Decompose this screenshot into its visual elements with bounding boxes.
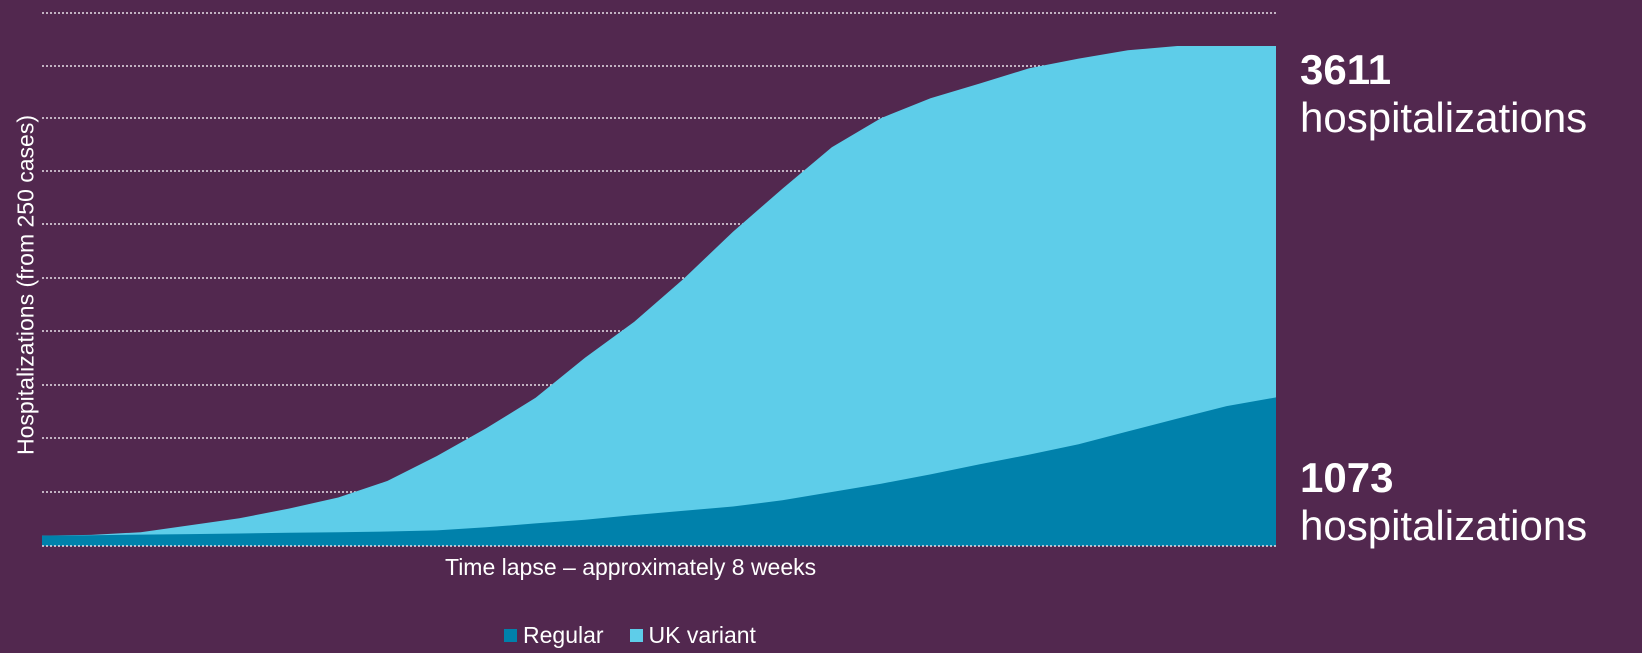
annotation-regular-text: hospitalizations [1300, 502, 1588, 550]
x-axis-label: Time lapse – approximately 8 weeks [445, 554, 817, 580]
area-regular [42, 397, 1276, 546]
legend-swatch-regular [504, 629, 517, 642]
annotation-regular-value: 1073 [1300, 454, 1394, 501]
legend-swatch-uk-variant [629, 629, 643, 642]
legend-item-uk-variant[interactable]: UK variant [629, 622, 756, 649]
annotation-uk-value: 3611 [1300, 46, 1392, 93]
annotation-regular: 1073 hospitalizations [1300, 454, 1587, 551]
annotation-uk-variant: 3611 hospitalizations [1300, 46, 1587, 143]
legend-label-regular: Regular [523, 622, 604, 648]
annotation-uk-text: hospitalizations [1300, 94, 1588, 142]
legend-label-uk-variant: UK variant [648, 622, 756, 648]
area-uk-variant [42, 46, 1276, 546]
legend-item-regular[interactable]: Regular [504, 622, 604, 649]
legend: Regular UK variant [504, 622, 756, 649]
y-axis-label: Hospitalizations (from 250 cases) [12, 114, 39, 456]
